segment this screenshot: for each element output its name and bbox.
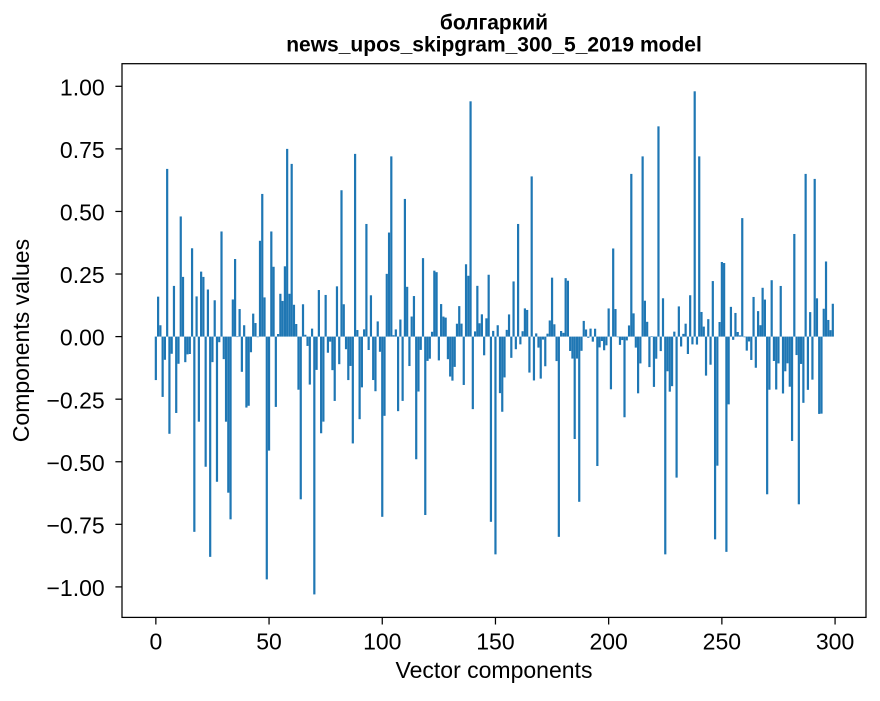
- svg-text:0.50: 0.50: [60, 200, 105, 226]
- svg-text:200: 200: [589, 629, 627, 655]
- svg-text:250: 250: [703, 629, 741, 655]
- svg-text:150: 150: [476, 629, 514, 655]
- svg-text:0.25: 0.25: [60, 262, 105, 288]
- svg-text:0.00: 0.00: [60, 325, 105, 351]
- svg-text:0.75: 0.75: [60, 137, 105, 163]
- svg-text:0: 0: [149, 629, 162, 655]
- svg-text:болгаркий: болгаркий: [440, 11, 548, 34]
- svg-text:50: 50: [256, 629, 282, 655]
- svg-text:1.00: 1.00: [60, 74, 105, 100]
- svg-text:Vector components: Vector components: [396, 657, 593, 683]
- svg-text:−1.00: −1.00: [46, 575, 104, 601]
- svg-text:news_upos_skipgram_300_5_2019: news_upos_skipgram_300_5_2019 model: [286, 34, 702, 57]
- svg-text:100: 100: [363, 629, 401, 655]
- svg-text:Components values: Components values: [8, 239, 34, 442]
- svg-text:−0.50: −0.50: [46, 450, 104, 476]
- svg-text:−0.75: −0.75: [46, 512, 104, 538]
- svg-text:−0.25: −0.25: [46, 387, 104, 413]
- svg-text:300: 300: [816, 629, 854, 655]
